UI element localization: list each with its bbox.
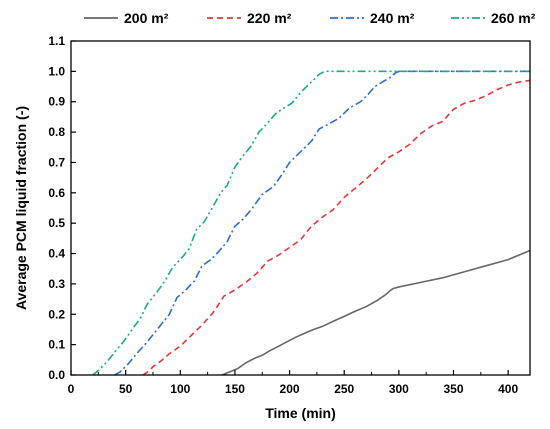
chart-legend: 200 m² 220 m² 240 m² 260 m² [84,10,536,26]
legend-label-2: 220 m² [247,10,292,26]
y-tick-label: 0.5 [48,216,65,230]
y-tick-label: 0.7 [48,155,65,169]
y-tick-label: 1.0 [48,64,65,78]
plot-area-frame [70,40,531,376]
y-tick-label: 0.8 [48,125,65,139]
y-tick-label: 0.0 [48,368,65,382]
x-tick-label: 100 [170,382,190,396]
x-tick-label: 300 [389,382,409,396]
series-line-1 [221,249,531,376]
x-axis-title: Time (min) [265,405,336,421]
y-tick-label: 0.6 [48,186,65,200]
series-line-3 [114,70,530,376]
x-tick-label: 50 [119,382,133,396]
legend-label-1: 200 m² [124,10,169,26]
x-tick-label: 0 [68,382,75,396]
y-axis-ticks: 0.0 0.1 0.2 0.3 0.4 0.5 0.6 0.7 0.8 0.9 1.0 1.1 [48,34,76,382]
x-axis-ticks: 0 50 100 150 200 250 300 350 400 [68,370,518,396]
series-line-4 [92,70,530,376]
x-tick-label: 150 [225,382,245,396]
x-tick-label: 200 [280,382,300,396]
legend-label-3: 240 m² [370,10,415,26]
x-tick-label: 350 [443,382,463,396]
legend-label-4: 260 m² [491,10,536,26]
y-tick-label: 0.3 [48,277,65,291]
series-line-2 [142,79,531,376]
series-layer [92,70,531,376]
y-axis-title: Average PCM liquid fraction (-) [13,106,29,310]
y-tick-label: 1.1 [48,34,65,48]
x-tick-label: 400 [498,382,518,396]
y-tick-label: 0.9 [48,95,65,109]
y-tick-label: 0.4 [48,247,65,261]
y-tick-label: 0.1 [48,338,65,352]
y-tick-label: 0.2 [48,307,65,321]
x-tick-label: 250 [334,382,354,396]
